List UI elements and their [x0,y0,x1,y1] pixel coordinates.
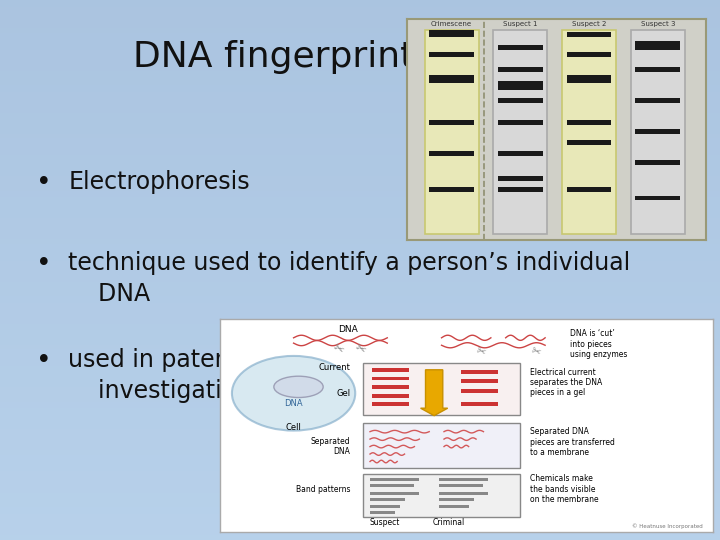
Text: Chemicals make
the bands visible
on the membrane: Chemicals make the bands visible on the … [531,474,599,504]
Text: DNA: DNA [338,325,358,334]
Text: technique used to identify a person’s individual
    DNA: technique used to identify a person’s in… [68,251,631,306]
Bar [429,75,474,83]
Text: Gel: Gel [336,389,351,398]
Bar [439,484,483,487]
Bar [429,52,474,57]
Bar [363,423,521,468]
Bar [635,67,680,72]
Bar [635,129,680,134]
Bar [635,160,680,165]
Bar [370,484,415,487]
Bar [372,402,410,406]
Text: •: • [36,348,52,374]
Bar [372,385,410,389]
Ellipse shape [232,356,355,430]
Bar [498,45,543,50]
Bar [429,151,474,156]
Bar [439,498,474,501]
Text: Separated
DNA: Separated DNA [310,437,351,456]
Bar [567,32,611,37]
Text: ✂: ✂ [352,341,368,358]
Text: Suspect: Suspect [369,518,400,527]
Text: Separated DNA
pieces are transferred
to a membrane: Separated DNA pieces are transferred to … [531,427,615,457]
Text: used in paternity testing and criminal
    investigation: used in paternity testing and criminal i… [68,348,513,403]
Bar [370,505,400,509]
Bar [363,363,521,415]
Bar [462,402,498,406]
Bar [631,30,685,234]
Bar [562,30,616,234]
Bar [567,120,611,125]
Bar [425,30,479,234]
Bar [462,379,498,382]
Text: © Heatnuse Incorporated: © Heatnuse Incorporated [632,523,703,529]
Bar [498,98,543,103]
Bar [429,30,474,37]
Bar [567,75,611,83]
Bar [498,82,543,90]
Bar [498,176,543,180]
Text: Suspect 2: Suspect 2 [572,22,606,28]
Bar [439,478,488,481]
Bar [462,370,498,374]
Bar [635,98,680,103]
Text: ✂: ✂ [330,341,346,358]
Text: DNA: DNA [284,400,303,408]
Text: DNA fingerprint: DNA fingerprint [133,40,414,73]
Bar [635,195,680,200]
Bar [498,187,543,192]
Bar [439,491,488,495]
Text: Current: Current [318,363,351,372]
Text: Criminal: Criminal [433,518,465,527]
Bar [370,491,419,495]
Bar [567,187,611,192]
Text: Band patterns: Band patterns [296,485,351,494]
Bar [567,52,611,57]
Text: •: • [36,170,52,196]
Bar [370,511,395,515]
Bar [429,120,474,125]
Bar [370,478,419,481]
Bar [429,187,474,192]
Bar [498,120,543,125]
Bar [372,394,410,397]
Bar [498,151,543,156]
Bar [363,474,521,517]
FancyArrow shape [420,370,448,416]
Bar [372,376,410,381]
Bar [493,30,547,234]
Text: Suspect 3: Suspect 3 [641,22,675,28]
Bar [498,67,543,72]
Text: Crimescene: Crimescene [431,22,472,28]
Bar [462,389,498,393]
Text: DNA is ‘cut’
into pieces
using enzymes: DNA is ‘cut’ into pieces using enzymes [570,329,627,359]
Text: ✂: ✂ [475,346,487,358]
Bar [372,368,410,372]
Text: •: • [36,251,52,277]
Text: Electrophoresis: Electrophoresis [68,170,250,194]
Text: Electrical current
separates the DNA
pieces in a gel: Electrical current separates the DNA pie… [531,368,603,397]
Bar [567,140,611,145]
Ellipse shape [274,376,323,397]
Text: Suspect 1: Suspect 1 [503,22,538,28]
Text: Cell: Cell [286,423,302,432]
Bar [370,498,405,501]
Bar [635,42,680,50]
Bar [439,505,469,509]
Text: ✂: ✂ [529,346,541,358]
